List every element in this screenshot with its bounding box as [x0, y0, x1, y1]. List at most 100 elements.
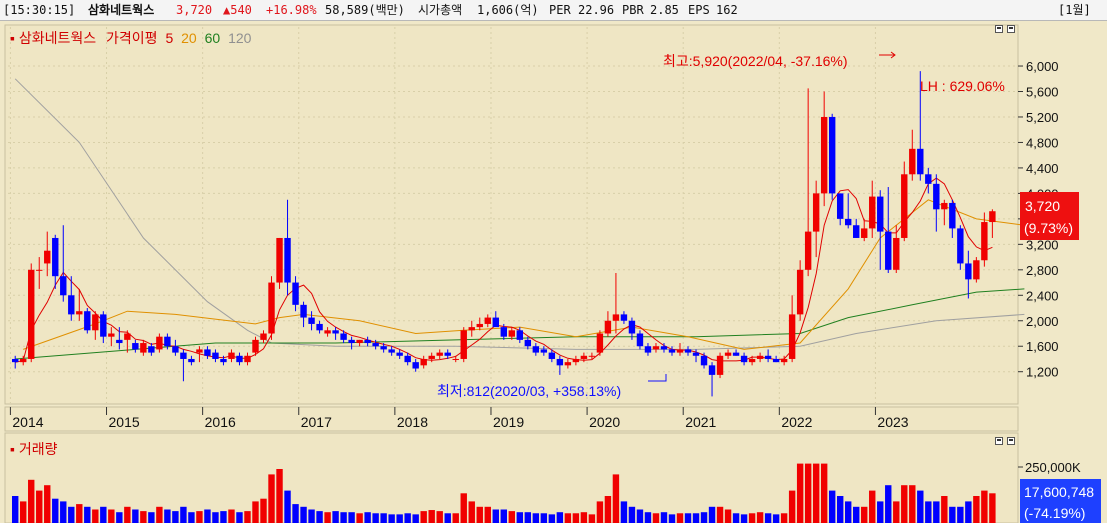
year-label: 2020 — [589, 414, 620, 430]
price-plot-area — [4, 24, 1019, 405]
volume-bar — [877, 501, 884, 523]
price-pane-minimize-button[interactable] — [995, 25, 1003, 33]
volume-bar — [132, 509, 139, 523]
volume-bar — [572, 513, 580, 523]
volume-bar — [628, 506, 636, 523]
candle-down — [388, 349, 395, 353]
candle-down — [684, 349, 692, 353]
volume-bar — [324, 512, 331, 523]
volume-bar — [316, 511, 323, 523]
volume-pane-maximize-button[interactable] — [1007, 437, 1015, 445]
candle-down — [396, 352, 403, 356]
volume-bar — [196, 511, 203, 523]
candle-down — [644, 346, 652, 353]
volume-bar — [100, 506, 107, 523]
candle-down — [348, 339, 355, 344]
volume-bar — [52, 498, 59, 523]
volume-bar — [516, 512, 524, 523]
stock-chart[interactable]: 1,2001,6002,0002,4002,8003,2003,6004,000… — [0, 21, 1107, 523]
volume-bar — [532, 513, 540, 523]
volume-bar — [276, 469, 283, 523]
candle-down — [220, 358, 227, 363]
candle-up — [780, 358, 788, 363]
volume-bar — [564, 513, 572, 523]
candle-up — [436, 352, 443, 356]
current-volume-label: 17,600,748 — [1024, 484, 1094, 500]
candle-down — [404, 355, 411, 363]
candle-down — [853, 225, 860, 238]
candle-down — [100, 314, 107, 337]
candle-down — [308, 317, 315, 324]
volume-bar — [252, 501, 259, 523]
volume-bar — [676, 513, 684, 523]
high-arrow — [879, 51, 896, 59]
volume-bar — [420, 511, 427, 523]
year-label: 2015 — [109, 414, 140, 430]
candle-down — [12, 358, 19, 363]
candle-up — [508, 330, 516, 337]
legend-ma60: 60 — [205, 30, 221, 46]
volume-bar — [20, 501, 27, 523]
volume-bar — [548, 514, 556, 523]
price-tick-label: 4,800 — [1026, 135, 1059, 150]
volume-bar — [428, 510, 435, 523]
market-cap-value: 1,606(억) — [477, 3, 539, 17]
volume-bar — [812, 463, 820, 523]
candle-down — [740, 355, 748, 363]
volume-pane-minimize-button[interactable] — [995, 437, 1003, 445]
volume-title: 거래량 — [19, 441, 58, 457]
volume-bar — [612, 474, 620, 523]
volume-bar — [36, 490, 43, 523]
candle-up — [268, 282, 275, 334]
legend-stock-name: 삼화네트웍스 — [19, 30, 96, 46]
volume-bar — [468, 501, 475, 523]
ma60-line — [15, 288, 1025, 360]
candle-up — [564, 362, 572, 366]
volume-bar — [740, 514, 748, 523]
candle-down — [532, 346, 540, 353]
volume-bar — [308, 509, 315, 523]
volume-bar — [989, 493, 996, 523]
candle-down — [885, 231, 892, 270]
current-volume-change: (-74.19%) — [1024, 505, 1085, 521]
candle-down — [52, 237, 59, 277]
volume-bar — [660, 512, 668, 523]
volume-bar — [901, 485, 908, 523]
volume-bar — [76, 504, 83, 523]
candle-down — [164, 336, 171, 347]
candle-up — [748, 358, 756, 363]
candle-up — [572, 358, 580, 363]
volume-bar — [644, 512, 652, 523]
candle-down — [148, 346, 155, 353]
candle-down — [236, 355, 243, 363]
candle-up — [580, 355, 588, 359]
price-tick-label: 2,000 — [1026, 314, 1059, 329]
volume-bar — [524, 512, 532, 523]
legend-marker: ▪ — [10, 30, 15, 46]
current-price: 3,720 — [176, 3, 213, 17]
year-label: 2014 — [12, 414, 43, 430]
candle-down — [284, 237, 291, 283]
low-arrow — [648, 374, 667, 382]
volume-bar — [764, 513, 772, 523]
period-selector[interactable]: [1월] — [1058, 3, 1091, 17]
volume-bar — [212, 512, 219, 523]
pbr-value: 2.85 — [650, 3, 679, 17]
legend-ma120: 120 — [228, 30, 252, 46]
candlesticks — [12, 71, 996, 397]
candle-up — [124, 333, 131, 340]
candle-down — [949, 202, 956, 229]
candle-down — [925, 174, 932, 184]
volume-bar — [620, 501, 628, 523]
volume-bar — [476, 506, 483, 523]
candle-up — [756, 355, 764, 359]
candle-down — [636, 333, 644, 347]
volume-bar — [853, 506, 860, 523]
eps-value: 162 — [716, 3, 738, 17]
candle-down — [660, 346, 668, 350]
price-pane-maximize-button[interactable] — [1007, 25, 1015, 33]
candle-down — [380, 346, 387, 350]
candle-down — [708, 365, 716, 375]
candle-down — [500, 327, 507, 337]
candle-up — [676, 349, 684, 353]
